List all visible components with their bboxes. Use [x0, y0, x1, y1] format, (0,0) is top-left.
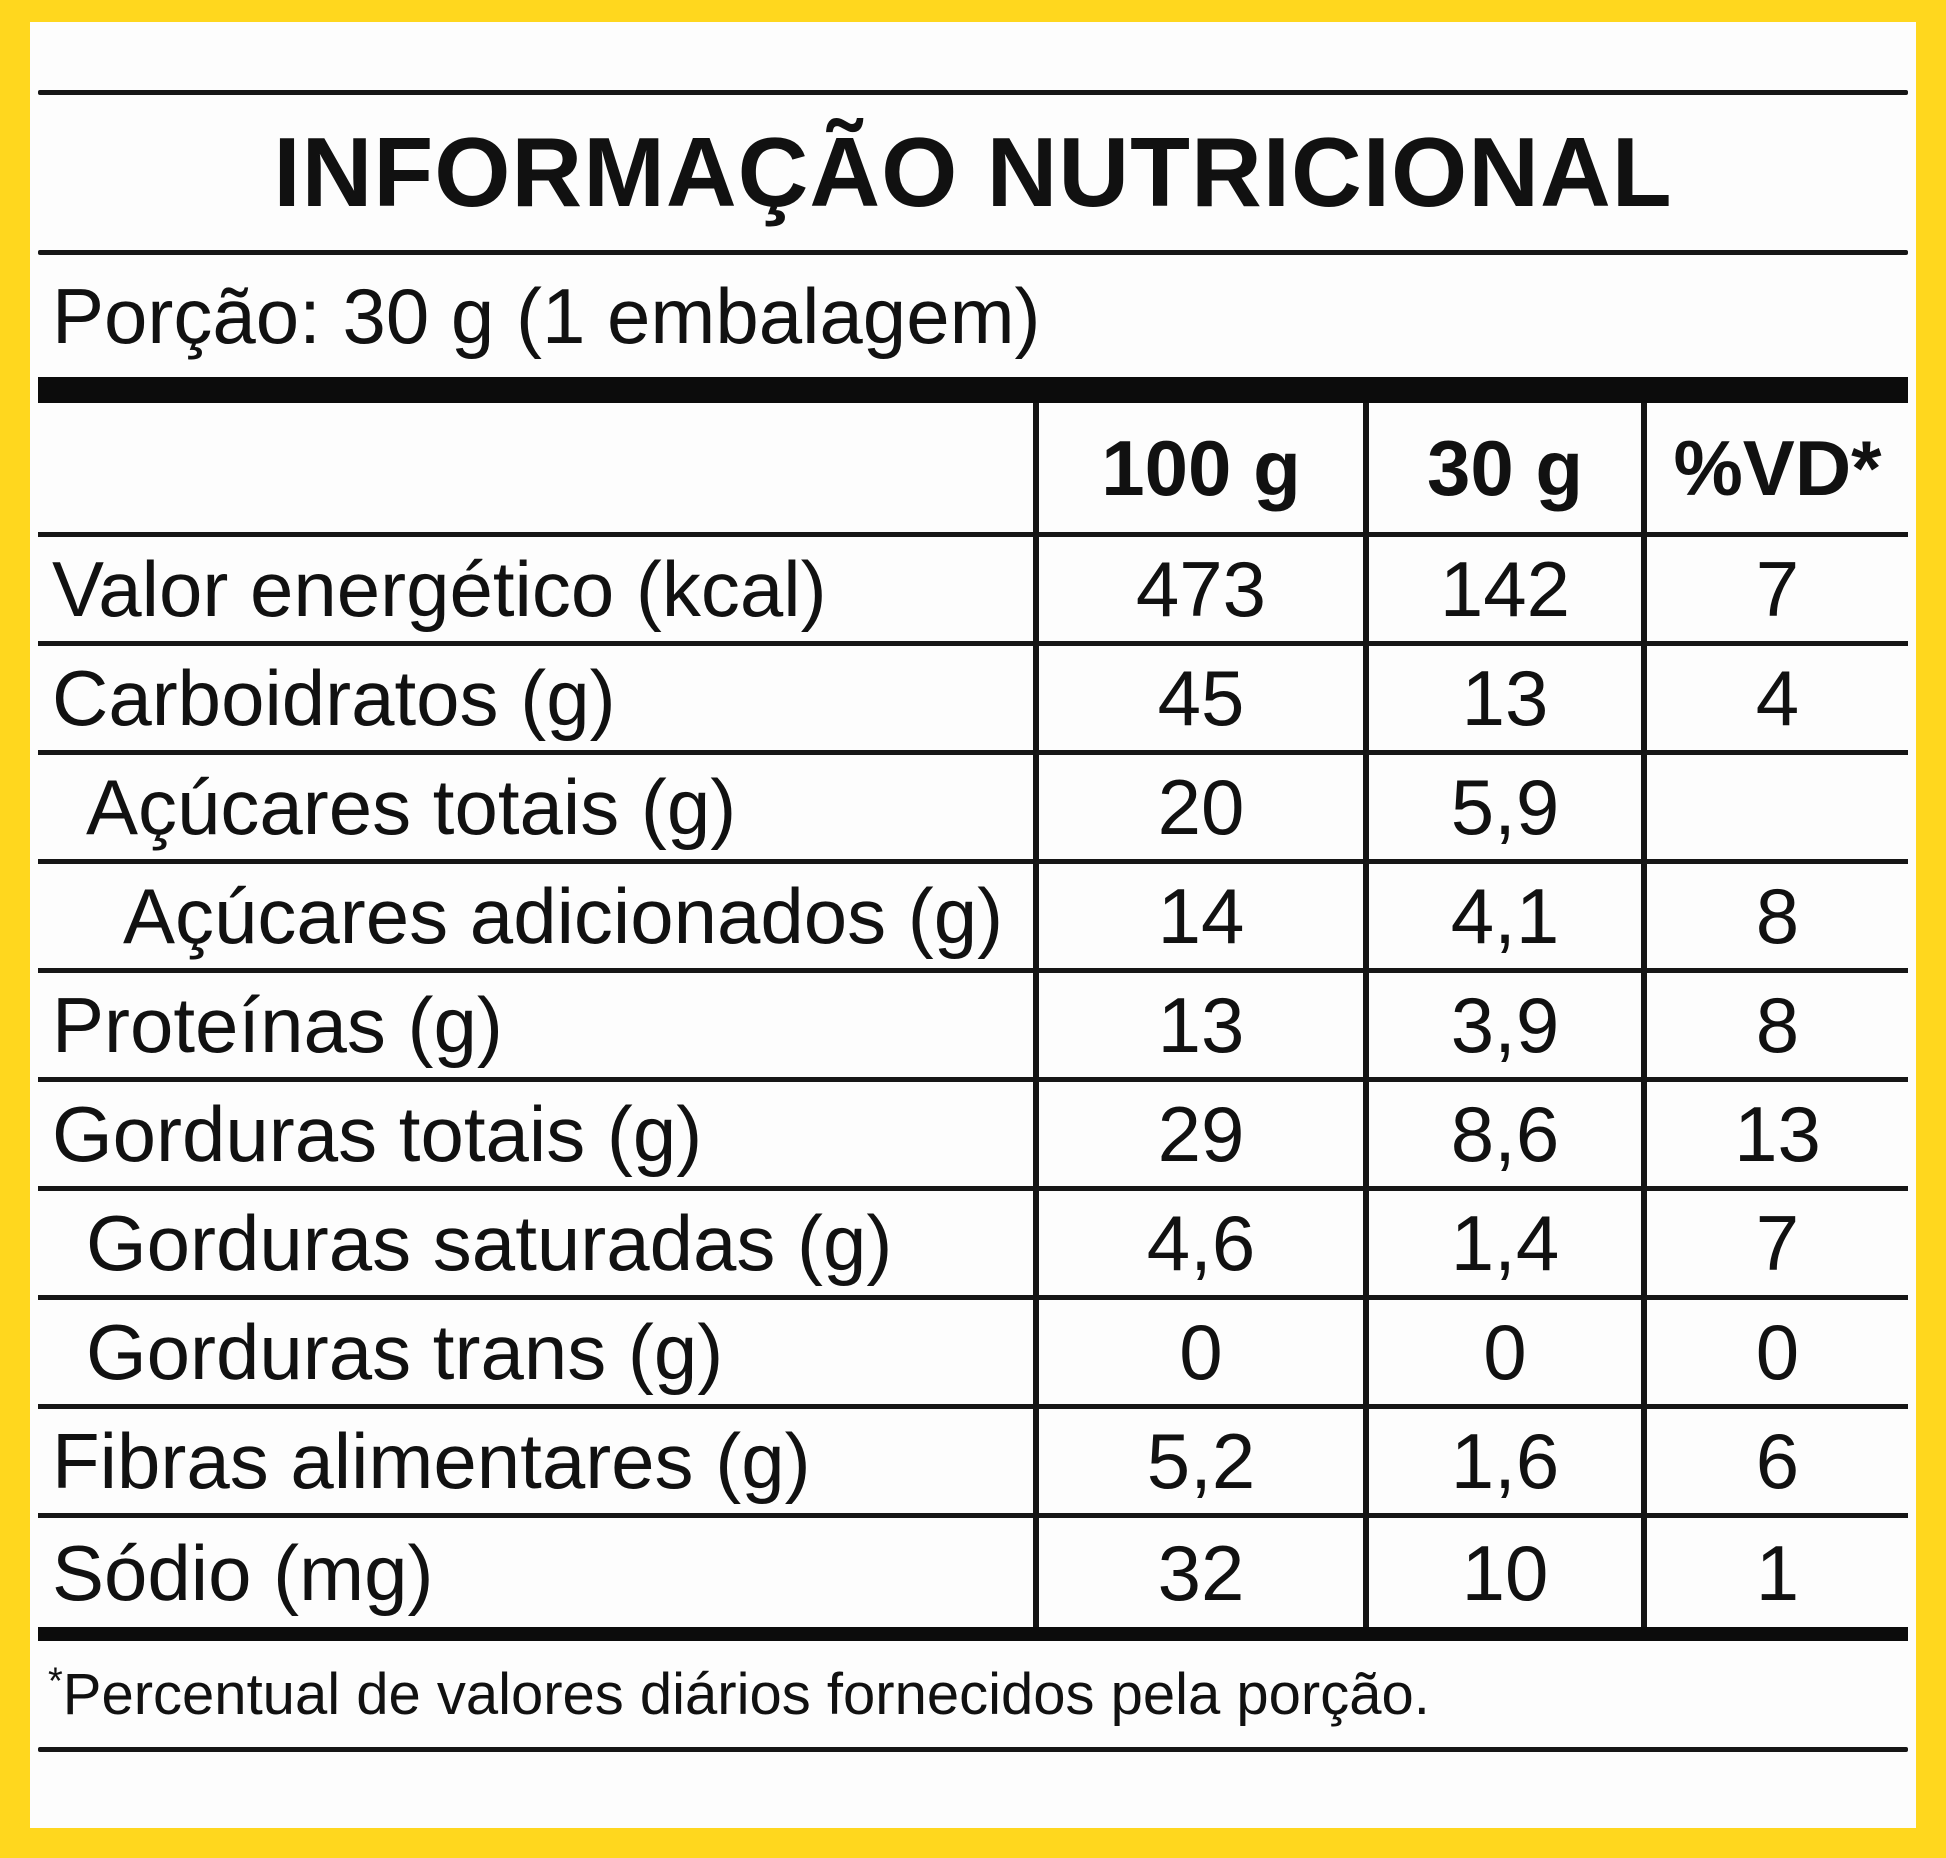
header-blank-cell [38, 403, 1033, 537]
header-per-100g: 100 g [1033, 403, 1363, 537]
value-100g: 20 [1033, 755, 1363, 864]
serving-size-text: Porção: 30 g (1 embalagem) [52, 271, 1041, 360]
value-100g: 29 [1033, 1082, 1363, 1191]
value-vd: 8 [1641, 973, 1908, 1082]
value-vd: 7 [1641, 1191, 1908, 1300]
value-100g: 4,6 [1033, 1191, 1363, 1300]
footnote-asterisk: * [48, 1660, 63, 1703]
top-rule [38, 90, 1908, 95]
value-30g: 1,4 [1363, 1191, 1641, 1300]
title-section: INFORMAÇÃO NUTRICIONAL [38, 95, 1908, 250]
value-vd: 1 [1641, 1518, 1908, 1627]
footnote-section: *Percentual de valores diários fornecido… [38, 1641, 1908, 1747]
value-30g: 0 [1363, 1300, 1641, 1409]
value-100g: 0 [1033, 1300, 1363, 1409]
table-top-thick-bar [38, 377, 1908, 403]
value-30g: 10 [1363, 1518, 1641, 1627]
bottom-rule [38, 1747, 1908, 1752]
value-100g: 45 [1033, 646, 1363, 755]
table-bottom-thick-bar [38, 1627, 1908, 1641]
header-percent-vd: %VD* [1641, 403, 1908, 537]
value-30g: 3,9 [1363, 973, 1641, 1082]
value-30g: 13 [1363, 646, 1641, 755]
value-30g: 1,6 [1363, 1409, 1641, 1518]
value-vd: 4 [1641, 646, 1908, 755]
value-100g: 5,2 [1033, 1409, 1363, 1518]
value-100g: 14 [1033, 864, 1363, 973]
value-100g: 473 [1033, 537, 1363, 646]
value-30g: 142 [1363, 537, 1641, 646]
value-30g: 8,6 [1363, 1082, 1641, 1191]
row-label: Sódio (mg) [52, 1528, 434, 1617]
footnote-body: Percentual de valores diários fornecidos… [62, 1661, 1430, 1727]
row-label: Gorduras totais (g) [38, 1082, 1033, 1191]
serving-section: Porção: 30 g (1 embalagem) [38, 255, 1908, 377]
header-per-30g: 30 g [1363, 403, 1641, 537]
value-vd: 7 [1641, 537, 1908, 646]
value-vd: 0 [1641, 1300, 1908, 1409]
row-label: Fibras alimentares (g) [38, 1409, 1033, 1518]
top-spacer [38, 22, 1908, 90]
row-label: Gorduras trans (g) [38, 1300, 1033, 1409]
footnote-text: *Percentual de valores diários fornecido… [38, 1661, 1430, 1728]
row-label: Açúcares totais (g) [38, 755, 1033, 864]
value-30g: 5,9 [1363, 755, 1641, 864]
row-label: Proteínas (g) [38, 973, 1033, 1082]
value-100g: 32 [1033, 1518, 1363, 1627]
nutrition-label-sheet: INFORMAÇÃO NUTRICIONAL Porção: 30 g (1 e… [30, 22, 1916, 1828]
row-label: Carboidratos (g) [38, 646, 1033, 755]
value-vd: 8 [1641, 864, 1908, 973]
row-label: Açúcares adicionados (g) [38, 864, 1033, 973]
title-bottom-rule [38, 250, 1908, 255]
page-title: INFORMAÇÃO NUTRICIONAL [273, 117, 1673, 227]
value-vd [1641, 755, 1908, 864]
row-label: Gorduras saturadas (g) [38, 1191, 1033, 1300]
value-30g: 4,1 [1363, 864, 1641, 973]
value-100g: 13 [1033, 973, 1363, 1082]
value-vd: 6 [1641, 1409, 1908, 1518]
value-vd: 13 [1641, 1082, 1908, 1191]
nutrition-table: 100 g 30 g %VD* Valor energético (kcal) … [38, 403, 1908, 1627]
row-label: Valor energético (kcal) [38, 537, 1033, 646]
